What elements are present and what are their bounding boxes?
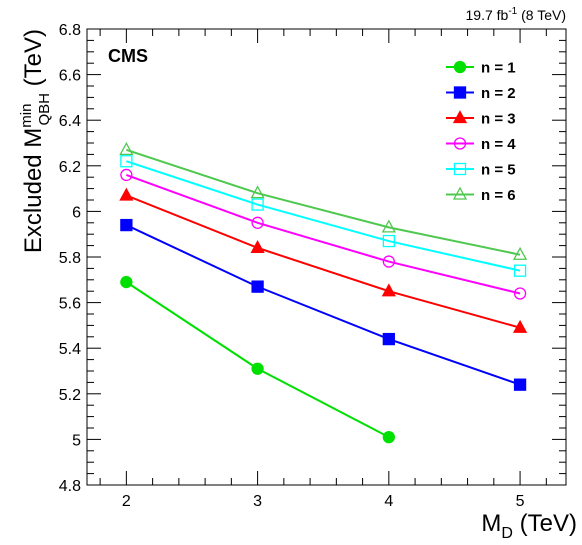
y-axis-ticks: 4.8 5 5.2 5.4 5.6 5.8 6 6.2 6.4 6.6 6.8 bbox=[59, 22, 566, 495]
series-line bbox=[125, 194, 521, 329]
legend-marker bbox=[453, 137, 467, 150]
y-axis-title: Excluded MminQBH (TeV) bbox=[18, 29, 53, 253]
legend-marker bbox=[453, 60, 467, 74]
data-point bbox=[381, 219, 396, 233]
lumi-exponent: -1 bbox=[508, 6, 517, 17]
data-point bbox=[251, 216, 264, 229]
series-lines bbox=[125, 148, 521, 439]
data-point bbox=[250, 240, 265, 254]
x-tick-label: 4 bbox=[384, 493, 393, 510]
series-line bbox=[126, 148, 521, 256]
legend-label: n = 2 bbox=[481, 85, 516, 102]
x-axis-title: MD (TeV) bbox=[481, 510, 577, 542]
y-tick-label: 6.2 bbox=[59, 159, 81, 176]
data-point bbox=[382, 332, 395, 346]
legend-marker bbox=[452, 110, 468, 124]
y-axis-title-main: Excluded M bbox=[20, 128, 47, 253]
y-tick-label: 5.6 bbox=[59, 296, 81, 313]
legend-label: n = 1 bbox=[481, 60, 516, 77]
legend-marker bbox=[452, 186, 468, 200]
series-line bbox=[125, 224, 521, 386]
series-line bbox=[126, 173, 521, 295]
x-axis-title-main: M bbox=[481, 510, 501, 537]
y-tick-label: 5.2 bbox=[59, 387, 81, 404]
data-point bbox=[513, 264, 527, 277]
y-tick-label: 6.8 bbox=[59, 22, 81, 39]
y-axis-title-sup: min bbox=[18, 104, 35, 128]
series-line bbox=[126, 160, 521, 272]
data-point bbox=[513, 287, 527, 300]
y-tick-label: 5.4 bbox=[59, 341, 81, 358]
data-point bbox=[250, 185, 265, 199]
y-axis-title-sub: QBH bbox=[36, 93, 53, 126]
y-tick-label: 5.8 bbox=[59, 250, 81, 267]
lumi-energy: (8 TeV) bbox=[517, 7, 566, 23]
y-tick-label: 4.8 bbox=[59, 478, 81, 495]
y-tick-label: 6.6 bbox=[59, 68, 81, 85]
y-tick-label: 5 bbox=[72, 432, 81, 449]
data-point bbox=[251, 362, 264, 375]
x-tick-label: 5 bbox=[516, 493, 525, 510]
legend: n = 1 n = 2 n = 3 n = 4 n = 5 n = 6 bbox=[446, 60, 516, 204]
cms-label: CMS bbox=[108, 46, 148, 66]
x-axis-title-sub: D bbox=[501, 525, 513, 542]
data-point bbox=[381, 283, 396, 297]
legend-label: n = 6 bbox=[481, 187, 516, 204]
lumi-label: 19.7 fb-1 (8 TeV) bbox=[466, 6, 567, 23]
data-point bbox=[382, 234, 395, 248]
data-point bbox=[513, 378, 527, 391]
data-point bbox=[120, 275, 133, 289]
data-point bbox=[251, 280, 264, 293]
lumi-value: 19.7 fb bbox=[466, 7, 509, 23]
data-point bbox=[382, 255, 395, 268]
data-point bbox=[120, 168, 133, 182]
data-point bbox=[382, 430, 395, 444]
data-point bbox=[512, 246, 528, 260]
data-point bbox=[251, 198, 264, 211]
legend-label: n = 4 bbox=[481, 136, 516, 153]
legend-marker bbox=[453, 162, 467, 176]
y-tick-label: 6 bbox=[72, 204, 81, 221]
data-point bbox=[120, 155, 133, 168]
legend-label: n = 5 bbox=[481, 162, 516, 179]
series-markers bbox=[119, 141, 528, 444]
data-point bbox=[119, 187, 134, 201]
legend-label: n = 3 bbox=[481, 111, 516, 128]
data-point bbox=[512, 319, 528, 333]
data-point bbox=[120, 218, 133, 232]
x-tick-label: 2 bbox=[122, 493, 131, 510]
data-point bbox=[119, 141, 134, 155]
x-tick-label: 3 bbox=[253, 493, 262, 510]
y-tick-label: 6.4 bbox=[59, 113, 81, 130]
legend-marker bbox=[453, 86, 467, 99]
y-axis-title-unit: (TeV) bbox=[20, 29, 47, 93]
x-axis-ticks: 2 3 4 5 bbox=[99, 29, 547, 510]
x-axis-title-unit: (TeV) bbox=[513, 510, 577, 537]
